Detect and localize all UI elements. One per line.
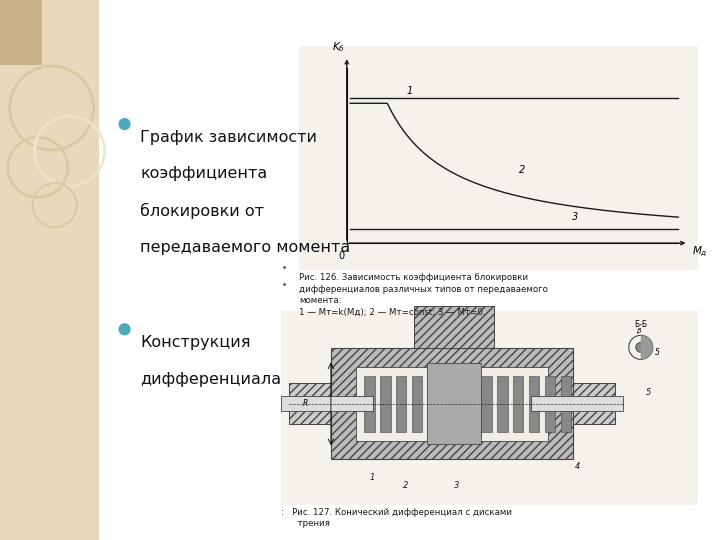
Bar: [428, 376, 438, 432]
Bar: [513, 376, 523, 432]
Bar: [531, 396, 624, 411]
Bar: [281, 396, 373, 411]
Bar: [0, 0, 99, 540]
Bar: [481, 376, 492, 432]
Text: передаваемого момента: передаваемого момента: [140, 240, 351, 255]
Bar: [444, 376, 454, 432]
Text: 0: 0: [338, 251, 345, 261]
Text: дифференциала: дифференциала: [140, 372, 282, 387]
Bar: [529, 376, 539, 432]
Bar: [427, 363, 481, 444]
Text: $M_д$: $M_д$: [693, 245, 708, 260]
Bar: [0, 0, 42, 65]
Circle shape: [636, 342, 646, 352]
Text: 3: 3: [454, 481, 459, 490]
Text: Конструкция: Конструкция: [140, 335, 251, 350]
Bar: [364, 376, 374, 432]
Text: Рис. 126. Зависимость коэффициента блокировки
дифференциалов различных типов от : Рис. 126. Зависимость коэффициента блоки…: [299, 273, 548, 317]
Text: График зависимости: График зависимости: [140, 130, 318, 145]
Bar: [540, 383, 615, 424]
Bar: [412, 376, 423, 432]
Text: Б-Б: Б-Б: [634, 320, 647, 329]
Bar: [545, 376, 555, 432]
Bar: [289, 383, 364, 424]
Text: 1: 1: [370, 473, 375, 482]
Text: β: β: [636, 328, 640, 334]
Text: блокировки от: блокировки от: [140, 203, 264, 219]
Text: $K_б$: $K_б$: [332, 40, 346, 55]
Circle shape: [120, 324, 130, 335]
Bar: [356, 367, 548, 441]
Text: 3: 3: [572, 212, 579, 222]
Bar: [396, 376, 407, 432]
Text: 2: 2: [403, 481, 409, 490]
Text: 2: 2: [519, 165, 526, 175]
Text: R: R: [303, 399, 308, 408]
Text: коэффициента: коэффициента: [140, 166, 268, 181]
Text: :   Рис. 127. Конический дифференциал с дисками
      трения: : Рис. 127. Конический дифференциал с ди…: [281, 508, 512, 529]
Text: 1: 1: [407, 86, 413, 96]
Text: 5: 5: [654, 348, 660, 357]
Bar: [380, 376, 391, 432]
Circle shape: [120, 119, 130, 130]
Bar: [415, 306, 494, 348]
Wedge shape: [641, 335, 653, 359]
Bar: [497, 376, 508, 432]
Bar: [561, 376, 571, 432]
Bar: [299, 46, 698, 270]
Bar: [331, 348, 573, 459]
Text: 4: 4: [575, 462, 580, 470]
Text: 5: 5: [646, 388, 651, 397]
Bar: [281, 310, 698, 505]
